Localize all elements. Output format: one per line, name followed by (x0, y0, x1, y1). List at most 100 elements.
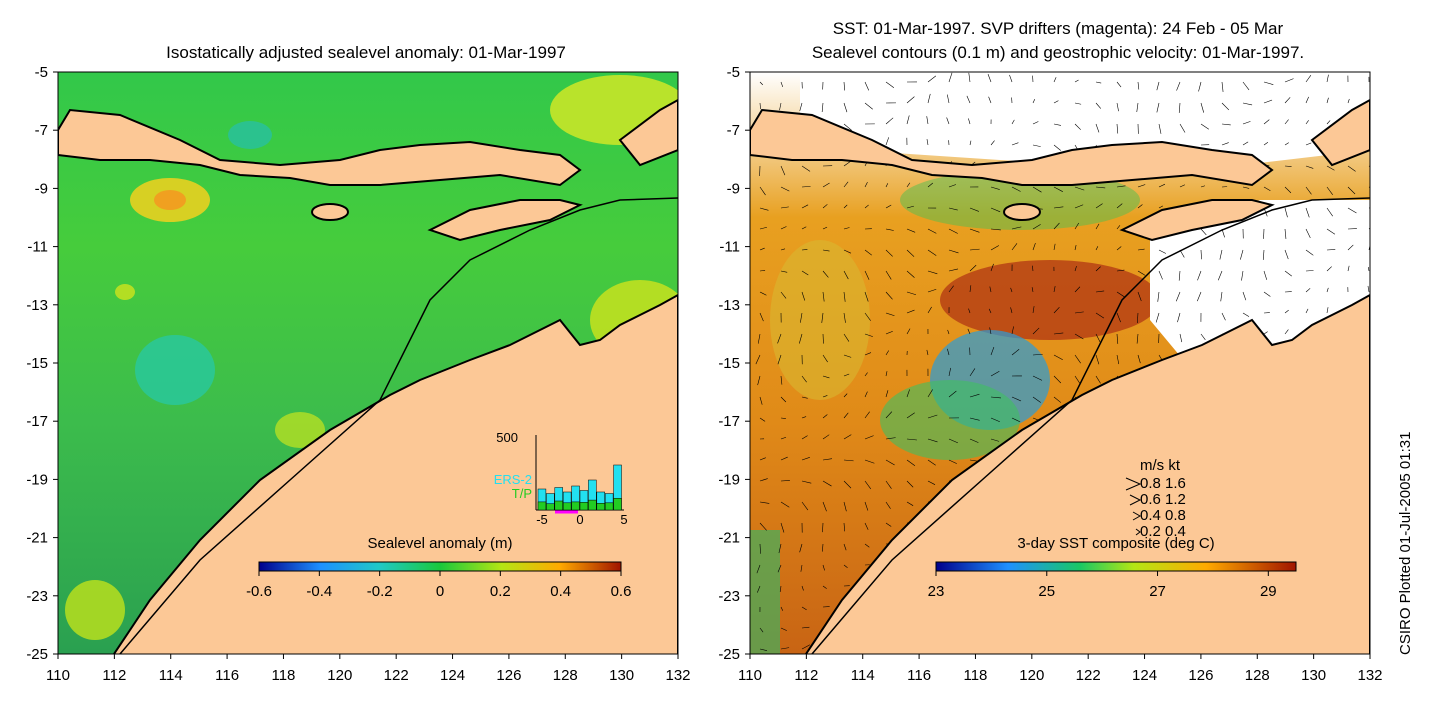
left-map-area (58, 72, 678, 654)
inset-bar-tp (613, 498, 622, 511)
velocity-vector (801, 249, 808, 251)
velocity-vector (885, 411, 893, 419)
right-x-tick-label: 128 (1245, 667, 1270, 684)
right-y-tick-label: -7 (727, 122, 740, 139)
right-x-tick-label: 126 (1188, 667, 1213, 684)
velocity-vector (822, 434, 830, 440)
velocity-vector (1197, 270, 1202, 281)
velocity-vector (822, 354, 828, 363)
velocity-vector (780, 456, 788, 461)
velocity-vector (1032, 396, 1041, 403)
velocity-vector (1074, 333, 1084, 340)
velocity-vector (1137, 248, 1145, 251)
timor-land (427, 199, 583, 242)
velocity-vector (1221, 123, 1231, 126)
sla-high-core (154, 190, 186, 210)
left-x-tick-label: 118 (271, 667, 295, 684)
left-x-tick-label: 114 (159, 667, 183, 684)
velocity-vector (906, 389, 910, 398)
velocity-vector (990, 245, 1000, 251)
velocity-vector (843, 249, 852, 254)
left-x-tick-label: 124 (440, 667, 465, 684)
velocity-vector (1326, 287, 1329, 293)
velocity-vector (843, 543, 847, 551)
velocity-vector (906, 328, 911, 335)
velocity-vector (864, 102, 873, 110)
velocity-vector (1158, 205, 1164, 209)
velocity-vector (1326, 120, 1331, 125)
velocity-vector (947, 329, 950, 335)
velocity-vector (948, 184, 957, 188)
velocity-vector (906, 291, 917, 296)
track-histogram-inset: 500 ERS-2 T/P -5 0 5 (494, 430, 628, 527)
sumba-land-right (1003, 203, 1041, 221)
velocity-vector (864, 81, 870, 91)
right-colorbar-gradient (935, 561, 1297, 572)
left-axes: 110 112 114 116 118 120 122 124 126 128 130 132 -5 -7… (26, 64, 690, 684)
velocity-vector (990, 228, 1001, 231)
velocity-vector (801, 396, 808, 399)
right-map-area (750, 72, 1370, 654)
velocity-vector (885, 437, 896, 440)
left-y-tick-label: -25 (26, 646, 48, 663)
right-y-tick-label: -13 (718, 297, 740, 314)
velocity-vector (1200, 333, 1206, 340)
velocity-vector (1158, 183, 1166, 188)
right-x-tick-label: 112 (794, 667, 818, 684)
velocity-vector (1053, 77, 1057, 83)
velocity-vector (843, 270, 849, 280)
velocity-vector (864, 391, 868, 398)
right-y-tick-label: -21 (718, 530, 740, 547)
velocity-vector (757, 375, 761, 386)
velocity-vector (926, 349, 929, 356)
velocity-vector (885, 522, 892, 527)
velocity-vector (1158, 249, 1167, 254)
velocity-vector (759, 81, 764, 86)
velocity-vector (780, 186, 790, 192)
velocity-vector (1032, 121, 1039, 125)
left-cb-tick-label: 0.4 (550, 583, 571, 600)
velocity-vector (1220, 291, 1223, 302)
left-y-tick-label: -5 (35, 64, 48, 81)
velocity-vector (778, 543, 782, 554)
velocity-vector (1221, 142, 1229, 146)
velocity-vector (800, 564, 803, 572)
velocity-vector (780, 522, 785, 533)
velocity-vector (801, 186, 811, 188)
velocity-vector (843, 181, 849, 188)
velocity-vector (759, 478, 768, 482)
right-cb-tick-label: 29 (1260, 583, 1277, 600)
velocity-vector (780, 165, 786, 176)
left-map-panel: Isostatically adjusted sealevel anomaly:… (57, 43, 679, 655)
velocity-vector (1095, 102, 1102, 109)
velocity-vector (1347, 165, 1356, 172)
velocity-vector (1032, 375, 1043, 381)
velocity-vector (780, 606, 784, 611)
velocity-vector (843, 81, 845, 91)
velocity-vector (843, 412, 849, 419)
velocity-vector (1156, 81, 1160, 91)
velocity-vector (780, 501, 790, 508)
left-colorbar: Sealevel anomaly (m) -0.6 -0.4 -0.2 0 0.2 0.4… (246, 535, 631, 600)
velocity-vector (780, 206, 789, 209)
velocity-vector (1011, 396, 1022, 402)
velocity-vector (780, 226, 787, 230)
inset-bar-tp (571, 501, 580, 511)
velocity-vector (1347, 186, 1356, 195)
velocity-vector (969, 393, 980, 398)
left-x-tick-label: 110 (46, 667, 70, 684)
velocity-vector (1095, 312, 1105, 319)
velocity-vector (843, 291, 846, 302)
velocity-vector (1137, 291, 1142, 302)
velocity-arrow-2 (1132, 511, 1142, 521)
velocity-vector (801, 644, 811, 650)
velocity-vector (906, 309, 915, 314)
velocity-vector (1326, 266, 1332, 272)
velocity-vector (864, 249, 873, 256)
velocity-vector (969, 140, 972, 146)
velocity-vector (759, 396, 763, 405)
velocity-vector (1158, 123, 1162, 134)
right-x-tick-label: 110 (738, 667, 762, 684)
velocity-vector (1137, 184, 1146, 188)
velocity-vector (927, 389, 933, 398)
